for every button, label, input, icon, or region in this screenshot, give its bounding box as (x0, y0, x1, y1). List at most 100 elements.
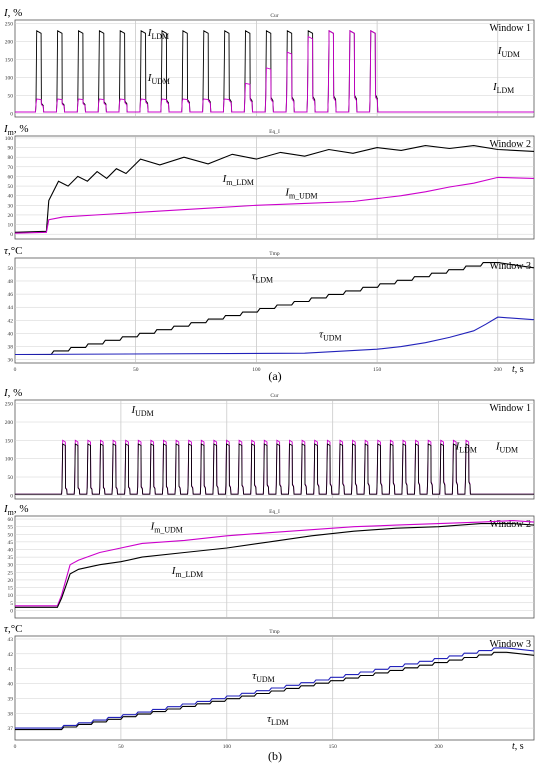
scope-title: Tmp (269, 251, 280, 257)
series-annotation: IUDM (495, 441, 518, 455)
scope-title: Eq_I (269, 129, 280, 135)
y-tick-label: 50 (8, 475, 14, 481)
series-annotation: τUDM (252, 670, 274, 684)
y-tick-label: 41 (8, 667, 14, 673)
x-tick-label: 50 (133, 367, 139, 373)
y-tick-label: 50 (8, 93, 14, 99)
y-tick-label: 0 (10, 608, 13, 614)
y-tick-label: 42 (8, 652, 14, 658)
plot-frame (14, 135, 535, 240)
window-label: Window 2 (489, 139, 531, 150)
y-tick-label: 30 (8, 563, 14, 569)
y-tick-label: 38 (8, 345, 14, 351)
plot-frame (14, 257, 535, 364)
y-tick-label: 15 (8, 586, 14, 592)
y-tick-label: 39 (8, 696, 14, 702)
x-tick-label: 200 (435, 744, 444, 750)
series-line (15, 145, 534, 233)
scope-title: Tmp (269, 629, 280, 635)
y-tick-label: 150 (5, 58, 14, 64)
window-label: Window 3 (489, 261, 531, 272)
x-tick-label: 0 (14, 744, 17, 750)
series-annotation: Im_UDM (150, 521, 183, 535)
x-tick-label: 100 (252, 367, 261, 373)
y-tick-label: 44 (8, 305, 14, 311)
y-tick-label: 0 (10, 493, 13, 499)
y-tick-label: 60 (8, 174, 14, 180)
panel-a1: 0 50 100 150 200 250 Cur I, % Window 1 ILDM IUDM IU… (3, 7, 535, 118)
window-label: Window 3 (489, 639, 531, 650)
y-tick-label: 48 (8, 279, 14, 285)
y-tick-label: 250 (5, 402, 14, 408)
y-tick-label: 36 (8, 358, 14, 364)
x-axis-label: t, s (512, 364, 524, 375)
y-tick-label: 0 (10, 232, 13, 238)
y-tick-label: 100 (5, 457, 14, 463)
window-label: Window 2 (489, 519, 531, 530)
series-line (15, 651, 534, 731)
y-tick-label: 40 (8, 194, 14, 200)
series-line (15, 176, 534, 234)
y-tick-label: 10 (8, 223, 14, 229)
y-tick-label: 20 (8, 578, 14, 584)
y-axis-label: τ,°C (4, 623, 22, 635)
y-tick-label: 40 (8, 547, 14, 553)
y-tick-label: 30 (8, 203, 14, 209)
x-axis-label: t, s (512, 741, 524, 752)
y-tick-label: 40 (8, 331, 14, 337)
series-line (15, 316, 534, 356)
series-line (15, 647, 534, 729)
caption-a: (a) (268, 369, 281, 383)
series-annotation: τLDM (252, 271, 274, 285)
series-annotation: IUDM (131, 404, 154, 418)
y-tick-label: 200 (5, 40, 14, 46)
y-tick-label: 150 (5, 438, 14, 444)
y-tick-label: 43 (8, 637, 14, 643)
series-annotation: Im_LDM (171, 565, 203, 579)
y-tick-label: 100 (5, 75, 14, 81)
y-tick-label: 10 (8, 593, 14, 599)
y-tick-label: 70 (8, 165, 14, 171)
y-tick-label: 45 (8, 540, 14, 546)
x-tick-label: 150 (373, 367, 382, 373)
plot-frame (14, 515, 535, 619)
y-tick-label: 42 (8, 318, 14, 324)
scope-title: Cur (270, 393, 278, 399)
series-annotation: IUDM (147, 72, 170, 86)
y-axis-label: I, % (3, 387, 22, 399)
y-tick-label: 90 (8, 146, 14, 152)
y-tick-label: 55 (8, 525, 14, 531)
scope-title: Eq_I (269, 509, 280, 515)
y-tick-label: 40 (8, 682, 14, 688)
caption-b: (b) (268, 749, 282, 763)
series-annotation: Im_LDM (222, 173, 254, 187)
series-line (15, 520, 534, 607)
x-tick-label: 150 (329, 744, 338, 750)
y-tick-label: 46 (8, 292, 14, 298)
series-annotation: Im_UDM (284, 187, 317, 201)
x-tick-label: 0 (14, 367, 17, 373)
series-annotation: IUDM (497, 45, 520, 59)
y-tick-label: 0 (10, 111, 13, 117)
y-axis-label: Im, % (3, 503, 29, 517)
y-tick-label: 100 (5, 136, 14, 142)
window-label: Window 1 (489, 23, 531, 34)
y-tick-label: 250 (5, 22, 14, 28)
plot-frame (14, 19, 535, 118)
series-annotation: ILDM (455, 441, 477, 455)
panel-a3: 0 50 100 150 200 36 38 40 42 44 46 48 50 Tmp τ,°C Windo… (4, 245, 535, 375)
x-tick-label: 50 (118, 744, 124, 750)
y-tick-label: 50 (8, 184, 14, 190)
y-axis-label: Im, % (3, 123, 29, 137)
y-tick-label: 200 (5, 420, 14, 426)
y-axis-label: I, % (3, 7, 22, 19)
y-tick-label: 37 (8, 726, 14, 732)
panel-a2: 0 10 20 30 40 50 60 70 80 90 100 Eq_I Im, % Window 2 I… (3, 123, 535, 240)
y-tick-label: 5 (10, 601, 13, 607)
series-line (15, 30, 534, 113)
y-axis-label: τ,°C (4, 245, 22, 257)
series-annotation: ILDM (492, 81, 514, 95)
series-line (15, 262, 534, 356)
x-tick-label: 200 (494, 367, 503, 373)
